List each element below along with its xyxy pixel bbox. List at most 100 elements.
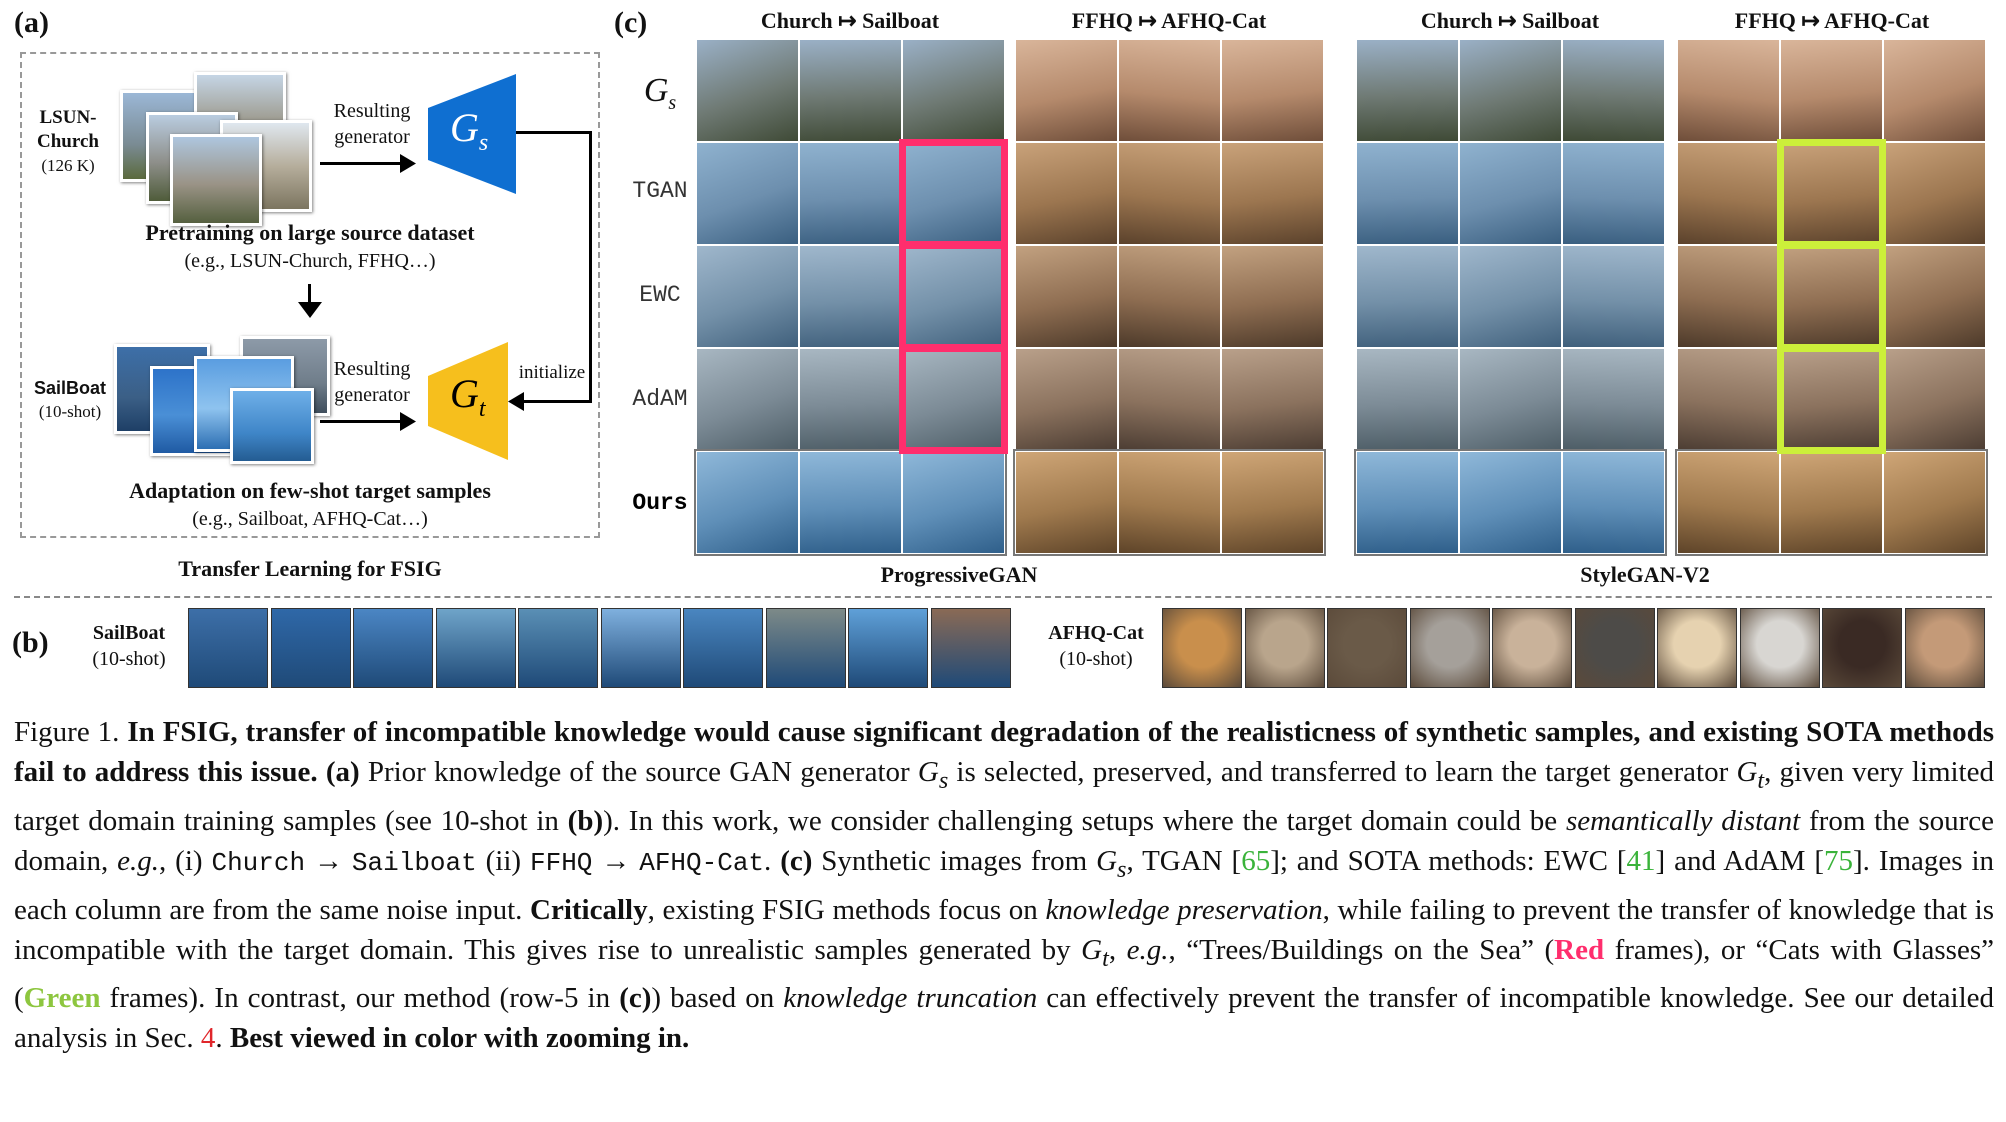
caption-best-viewed: Best viewed in color with zooming in. [229, 1022, 690, 1055]
left-dataset-count: (10-shot) [92, 648, 166, 670]
cat-shot-image [1244, 608, 1325, 688]
ours-row-outline [1013, 449, 1326, 556]
sample-image [903, 143, 1004, 244]
row-label-ours: Ours [632, 490, 688, 516]
sample-image [1222, 452, 1323, 553]
sample-image [800, 349, 901, 450]
sample-image [903, 40, 1004, 141]
cat-shot-image [1492, 608, 1572, 688]
cat-shot-image [1739, 608, 1820, 688]
section-4-link[interactable]: 4 [200, 1022, 216, 1055]
cat-shot-image [1574, 608, 1655, 688]
sample-image [1357, 40, 1458, 141]
citation-75[interactable]: 75 [1824, 844, 1854, 877]
sailboat-shot-image [765, 608, 846, 688]
ours-row-outline [1354, 449, 1667, 556]
sample-image [1563, 143, 1664, 244]
sample-image [1563, 246, 1664, 347]
col-title-3: Church ↦ Sailboat [1420, 8, 1600, 33]
sample-image [800, 246, 901, 347]
row-label-ewc: EWC [639, 282, 681, 308]
sample-image [1781, 452, 1882, 553]
sample-image [800, 452, 901, 553]
right-dataset-name: AFHQ-Cat [1048, 622, 1144, 644]
arrow-to-gs [320, 162, 406, 165]
sample-image [1460, 452, 1561, 553]
sailboat-shot-image [518, 608, 598, 688]
sample-image [1119, 143, 1220, 244]
sample-image [1563, 452, 1664, 553]
down-arrow-icon [298, 302, 322, 318]
right-dataset-count: (10-shot) [1059, 648, 1133, 670]
arrow-head-gt2-icon [400, 412, 416, 431]
cat-shot-image [1822, 608, 1902, 688]
gt-generator-shape [428, 342, 508, 460]
arrow-head-gt-icon [508, 392, 524, 411]
gs-generator-shape [428, 74, 516, 194]
target-name: SailBoat [33, 378, 107, 398]
sample-image [1222, 349, 1323, 450]
sample-image [903, 349, 1004, 450]
sailboat-shot-image [683, 608, 763, 688]
gt-symbol: Gt [450, 371, 486, 422]
caption-figure-number: Figure 1. [14, 716, 120, 748]
arrow-to-gt [320, 420, 406, 423]
col-title-4: FFHQ ↦ AFHQ-Cat [1734, 8, 1930, 33]
sample-image [1357, 143, 1458, 244]
sailboat-shot-image [270, 608, 351, 688]
model-label-styleganv2: StyleGAN-V2 [1580, 562, 1710, 587]
sample-image [1884, 143, 1985, 244]
sample-image [1678, 40, 1779, 141]
sample-image [1357, 349, 1458, 450]
sailboat-photo-stack [110, 336, 330, 466]
gs-symbol: Gs [450, 105, 489, 156]
sample-image [1884, 452, 1985, 553]
citation-65[interactable]: 65 [1241, 844, 1271, 877]
resulting-generator-label-1: Resulting generator [333, 100, 411, 148]
sample-image [800, 143, 901, 244]
sample-image [697, 143, 798, 244]
initialize-label: initialize [518, 362, 586, 383]
connector-bottom [524, 400, 592, 403]
church-photo-stack [110, 68, 312, 228]
sailboat-shot-image [353, 608, 433, 688]
panel-b-left-label: SailBoat (10-shot) [74, 620, 184, 672]
sample-image [1678, 246, 1779, 347]
source-dataset-label: LSUN- Church (126 K) [24, 106, 112, 178]
sailboat-shot-image [188, 608, 268, 688]
caption-bold-summary: In FSIG, transfer of incompatible knowle… [14, 716, 1994, 788]
citation-41[interactable]: 41 [1626, 844, 1656, 877]
sample-image [1119, 452, 1220, 553]
col-title-1: Church ↦ Sailboat [760, 8, 940, 33]
sample-image-grid [0, 0, 2006, 560]
source-name-line1: LSUN- [39, 107, 97, 128]
sample-image [1781, 349, 1882, 450]
panel-c-letter: (c) [614, 6, 648, 39]
cat-shot-image [1327, 608, 1407, 688]
sample-image [1119, 40, 1220, 141]
sample-image [1781, 246, 1882, 347]
source-count: (126 K) [41, 156, 95, 175]
pretrain-title: Pretraining on large source dataset [145, 220, 475, 245]
source-name-line2: Church [37, 131, 99, 152]
sample-image [697, 349, 798, 450]
cat-shot-image [1657, 608, 1737, 688]
arrow-head-gs-icon [400, 154, 416, 173]
connector-vertical [589, 131, 592, 403]
sample-image [697, 40, 798, 141]
sample-image [903, 246, 1004, 347]
ours-row-outline [1675, 449, 1988, 556]
down-arrow-line [308, 284, 311, 306]
sample-image [1222, 40, 1323, 141]
sample-image [1119, 246, 1220, 347]
sample-image [1884, 349, 1985, 450]
panel-a-letter: (a) [14, 6, 49, 39]
sailboat-shot-image [600, 608, 681, 688]
sample-image [1678, 349, 1779, 450]
pretrain-subtitle: (e.g., LSUN-Church, FFHQ…) [184, 250, 436, 272]
sample-image [1678, 143, 1779, 244]
sample-image [903, 452, 1004, 553]
sample-image [1884, 246, 1985, 347]
panel-a-box [20, 52, 600, 538]
row-label-gs: Gs [643, 72, 677, 114]
